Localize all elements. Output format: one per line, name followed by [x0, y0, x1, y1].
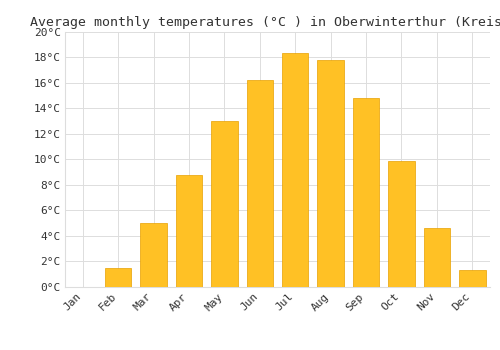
- Bar: [353, 98, 380, 287]
- Bar: [424, 228, 450, 287]
- Bar: [459, 271, 485, 287]
- Bar: [211, 121, 238, 287]
- Bar: [282, 53, 308, 287]
- Bar: [388, 161, 414, 287]
- Bar: [318, 60, 344, 287]
- Bar: [176, 175, 202, 287]
- Bar: [105, 268, 132, 287]
- Bar: [140, 223, 167, 287]
- Title: Average monthly temperatures (°C ) in Oberwinterthur (Kreis 2): Average monthly temperatures (°C ) in Ob…: [30, 16, 500, 29]
- Bar: [246, 80, 273, 287]
